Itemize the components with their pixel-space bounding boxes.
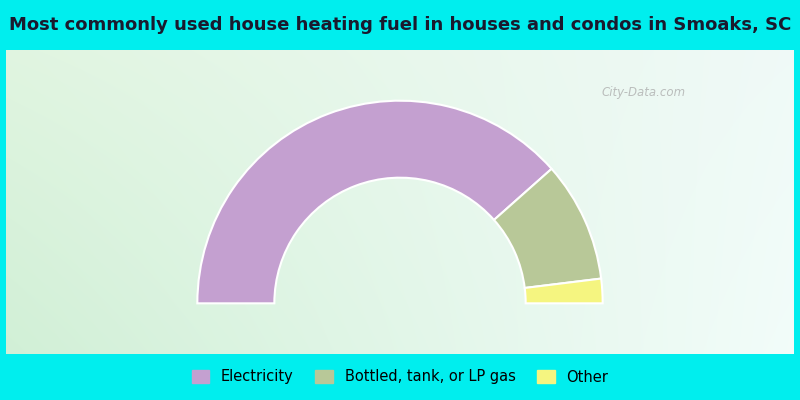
Wedge shape <box>198 101 552 303</box>
Wedge shape <box>525 278 602 303</box>
Text: City-Data.com: City-Data.com <box>602 86 686 100</box>
Wedge shape <box>494 169 601 288</box>
Legend: Electricity, Bottled, tank, or LP gas, Other: Electricity, Bottled, tank, or LP gas, O… <box>186 364 614 390</box>
Text: Most commonly used house heating fuel in houses and condos in Smoaks, SC: Most commonly used house heating fuel in… <box>9 16 791 34</box>
